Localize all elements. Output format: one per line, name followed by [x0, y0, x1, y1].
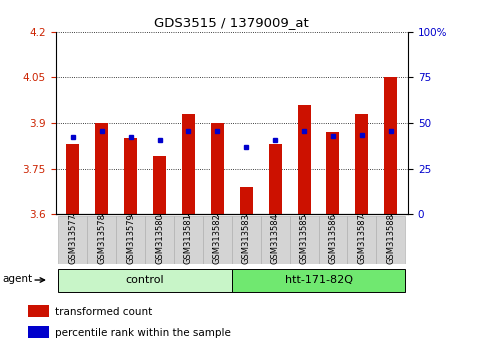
- Text: percentile rank within the sample: percentile rank within the sample: [56, 327, 231, 337]
- Text: GDS3515 / 1379009_at: GDS3515 / 1379009_at: [155, 16, 309, 29]
- Bar: [232, 269, 405, 292]
- Text: agent: agent: [3, 274, 33, 284]
- Bar: [145, 216, 174, 264]
- Bar: [211, 123, 224, 214]
- Bar: [298, 105, 311, 214]
- Text: GSM313578: GSM313578: [97, 213, 106, 264]
- Bar: [269, 144, 282, 214]
- Text: control: control: [126, 275, 164, 285]
- Bar: [182, 114, 195, 214]
- Bar: [290, 216, 319, 264]
- Text: GSM313579: GSM313579: [126, 213, 135, 264]
- Text: GSM313586: GSM313586: [328, 213, 338, 264]
- Bar: [87, 216, 116, 264]
- Bar: [261, 216, 290, 264]
- Bar: [384, 78, 398, 214]
- Text: GSM313582: GSM313582: [213, 213, 222, 264]
- Text: GSM313577: GSM313577: [69, 213, 77, 264]
- Text: GSM313587: GSM313587: [357, 213, 367, 264]
- Bar: [28, 326, 48, 338]
- Text: transformed count: transformed count: [56, 307, 153, 317]
- Text: GSM313583: GSM313583: [242, 213, 251, 264]
- Text: GSM313588: GSM313588: [386, 213, 395, 264]
- Bar: [66, 144, 79, 214]
- Bar: [116, 216, 145, 264]
- Text: GSM313580: GSM313580: [155, 213, 164, 264]
- Text: GSM313581: GSM313581: [184, 213, 193, 264]
- Bar: [28, 305, 48, 318]
- Text: GSM313585: GSM313585: [299, 213, 309, 264]
- Bar: [355, 114, 369, 214]
- Bar: [319, 216, 347, 264]
- Text: htt-171-82Q: htt-171-82Q: [284, 275, 353, 285]
- Bar: [240, 187, 253, 214]
- Bar: [203, 216, 232, 264]
- Bar: [95, 123, 108, 214]
- Bar: [58, 216, 87, 264]
- Bar: [376, 216, 405, 264]
- Bar: [153, 156, 166, 214]
- Bar: [232, 216, 261, 264]
- Bar: [174, 216, 203, 264]
- Bar: [58, 269, 232, 292]
- Bar: [124, 138, 137, 214]
- Bar: [347, 216, 376, 264]
- Bar: [327, 132, 340, 214]
- Text: GSM313584: GSM313584: [270, 213, 280, 264]
